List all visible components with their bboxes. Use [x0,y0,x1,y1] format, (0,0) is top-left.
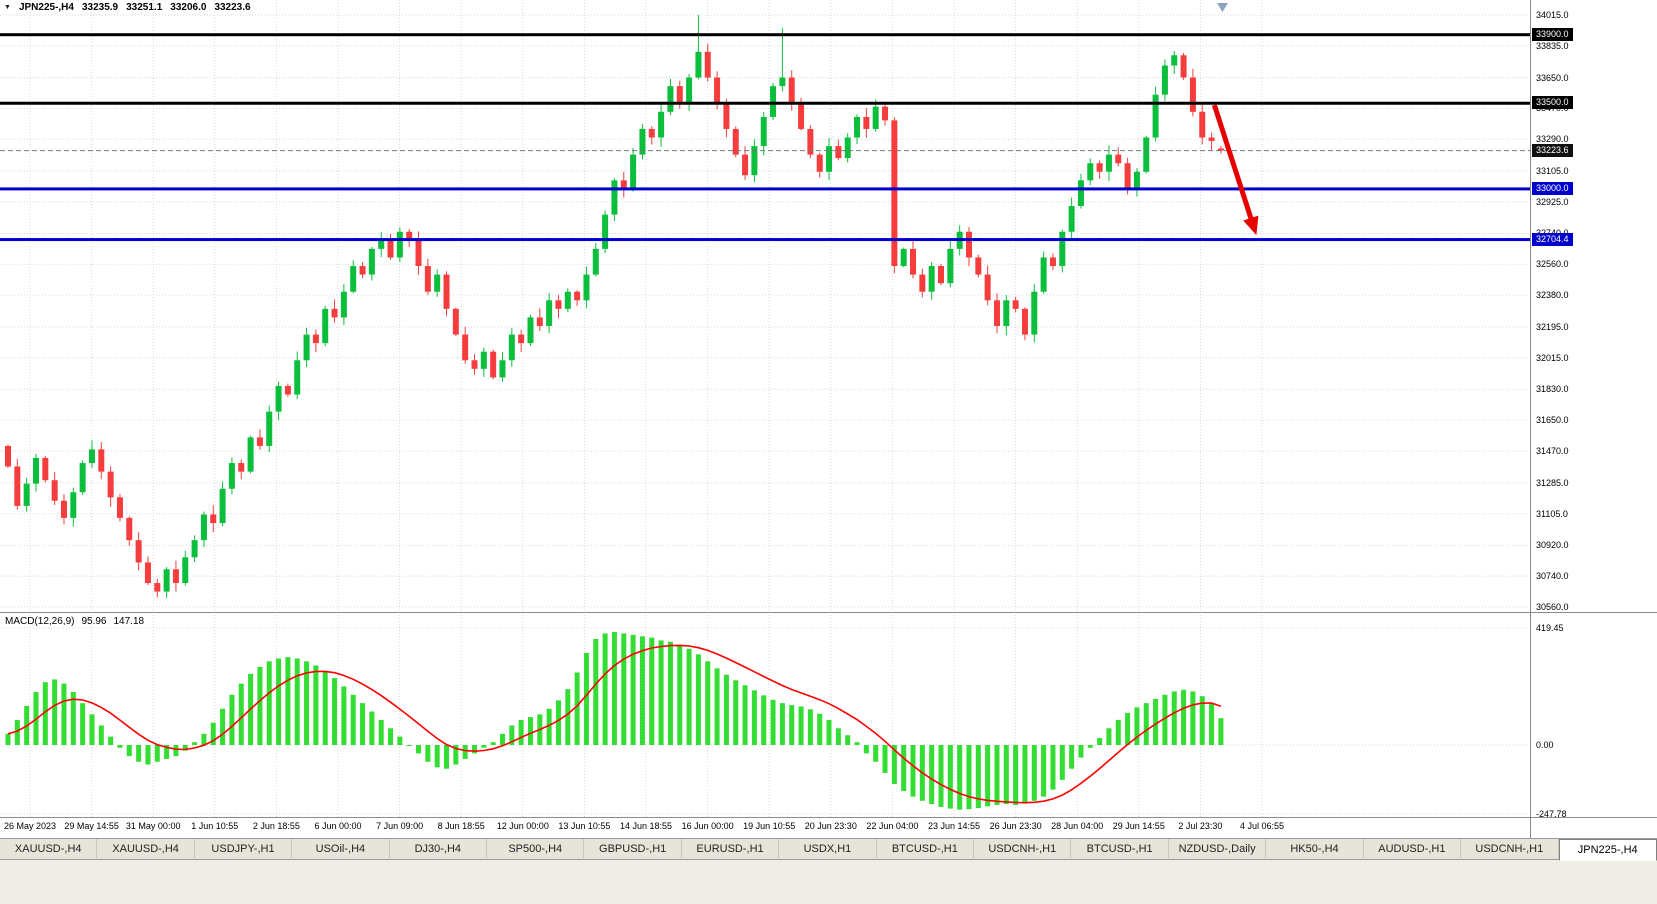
time-axis-label: 22 Jun 04:00 [866,821,919,831]
symbol-dropdown-icon[interactable]: ▼ [4,4,11,11]
chart-info-bar: ▼ JPN225-,H4 33235.9 33251.1 33206.0 332… [4,2,251,13]
horizontal-line-33500.0[interactable] [0,101,1530,105]
time-axis[interactable]: 26 May 2023 29 May 14:55 31 May 00:00 1 Jun… [0,818,1530,838]
hline-price-badge: 33000.0 [1532,181,1573,195]
time-axis-label: 13 Jun 10:55 [558,821,611,831]
close-value: 33223.6 [214,2,251,13]
price-axis-tick: 31830.0 [1536,384,1569,395]
price-axis-tick: 34015.0 [1536,10,1569,20]
time-axis-label: 31 May 00:00 [125,821,181,831]
macd-axis-tick: 419.45 [1536,623,1564,633]
tab-audusd-h1[interactable]: AUDUSD-,H1 [1363,839,1462,860]
price-axis-tick: 32560.0 [1536,259,1569,270]
price-axis-tick: 33650.0 [1536,72,1569,83]
tab-btcusd-h1[interactable]: BTCUSD-,H1 [876,839,975,860]
time-axis-label: 7 Jun 09:00 [376,821,424,831]
price-axis-tick: 33290.0 [1536,134,1569,145]
time-axis-label: 26 May 2023 [3,821,57,831]
macd-signal-line [7,644,1222,804]
macd-main-value: 95.96 [81,616,107,627]
tab-usoil-h4[interactable]: USOil-,H4 [292,839,390,860]
tab-eurusd-h1[interactable]: EURUSD-,H1 [681,839,780,860]
chart-tab-bar: XAUUSD-,H4 XAUUSD-,H4 USDJPY-,H1 USOil-,H4 D… [0,838,1657,904]
time-axis-separator [0,817,1657,818]
tab-nzdusd-daily[interactable]: NZDUSD-,Daily [1168,839,1267,860]
high-value: 33251.1 [126,2,163,13]
tab-xauusd-h4[interactable]: XAUUSD-,H4 [0,839,98,860]
time-axis-label: 1 Jun 10:55 [191,821,239,831]
horizontal-line-33000.0[interactable] [0,187,1530,191]
tab-usdx-h1[interactable]: USDX,H1 [779,839,877,860]
tab-hk50-h4[interactable]: HK50-,H4 [1266,839,1364,860]
tab-usdjpy-h1[interactable]: USDJPY-,H1 [194,839,293,860]
hline-price-badge: 32704.4 [1532,232,1573,246]
price-axis-tick: 31470.0 [1536,446,1569,457]
tab-xauusd-h4[interactable]: XAUUSD-,H4 [97,839,195,860]
tab-gbpusd-h1[interactable]: GBPUSD-,H1 [584,839,682,860]
time-axis-label: 29 May 14:55 [64,821,119,831]
tab-usdcnh-h1[interactable]: USDCNH-,H1 [1461,839,1559,860]
price-axis-tick: 32380.0 [1536,290,1569,301]
price-axis-tick: 31650.0 [1536,415,1569,426]
price-axis-tick: 30560.0 [1536,602,1569,612]
hline-price-badge: 33900.0 [1532,27,1573,41]
current-price-badge: 33223.6 [1532,143,1573,157]
annotation-arrow[interactable] [1211,104,1259,236]
hline-price-badge: 33500.0 [1532,96,1573,110]
time-axis-label: 20 Jun 23:30 [804,821,857,831]
time-axis-label: 2 Jul 23:30 [1178,821,1223,831]
price-axis-tick: 31105.0 [1536,508,1568,519]
macd-axis-tick: -247.78 [1536,809,1567,820]
tab-dj30-h4[interactable]: DJ30-,H4 [389,839,488,860]
tab-jpn225-h4[interactable]: JPN225-,H4 [1558,839,1657,861]
time-axis-label: 6 Jun 00:00 [314,821,362,831]
price-axis-tick: 33105.0 [1536,165,1569,176]
macd-histogram [5,632,1224,810]
macd-indicator-label: MACD(12,26,9) 95.96 147.18 [5,616,144,627]
open-value: 33235.9 [81,2,119,13]
price-axis-tick: 30740.0 [1536,571,1569,582]
macd-indicator-chart[interactable] [0,612,1530,817]
time-axis-label: 28 Jun 04:00 [1051,821,1104,831]
macd-params-label: MACD(12,26,9) [5,616,75,627]
chart-tab-row: XAUUSD-,H4 XAUUSD-,H4 USDJPY-,H1 USOil-,H4 D… [0,839,1657,861]
time-axis-label: 12 Jun 00:00 [496,821,549,831]
panel-separator[interactable] [0,612,1657,613]
tab-sp500-h4[interactable]: SP500-,H4 [487,839,585,860]
price-axis-tick: 32015.0 [1536,352,1569,363]
time-axis-label: 16 Jun 00:00 [681,821,734,831]
price-axis[interactable]: 34015.033835.033650.033470.033290.033105… [1530,0,1657,838]
time-axis-label: 19 Jun 10:55 [743,821,796,831]
price-axis-tick: 33835.0 [1536,40,1569,51]
macd-axis-tick: 0.00 [1536,740,1554,750]
tab-usdcnh-h1[interactable]: USDCNH-,H1 [974,839,1072,860]
macd-signal-value: 147.18 [113,616,145,627]
tab-btcusd-h1[interactable]: BTCUSD-,H1 [1071,839,1169,860]
candlestick-chart[interactable] [0,0,1530,612]
time-axis-label: 29 Jun 14:55 [1112,821,1165,831]
horizontal-line-32704.4[interactable] [0,238,1530,242]
time-axis-label: 8 Jun 18:55 [437,821,485,831]
chart-shift-marker-icon[interactable] [1217,3,1228,12]
price-axis-tick: 32195.0 [1536,321,1569,332]
price-axis-tick: 32925.0 [1536,196,1569,207]
time-axis-label: 4 Jul 06:55 [1239,821,1285,831]
symbol-period-label: JPN225-,H4 [18,2,74,13]
time-axis-label: 23 Jun 14:55 [927,821,981,831]
time-axis-label: 26 Jun 23:30 [989,821,1042,831]
low-value: 33206.0 [170,2,207,13]
time-axis-label: 2 Jun 18:55 [252,821,300,831]
price-axis-tick: 30920.0 [1536,540,1569,551]
horizontal-line-33900.0[interactable] [0,33,1530,37]
price-axis-tick: 31285.0 [1536,477,1569,488]
time-axis-label: 14 Jun 18:55 [619,821,673,831]
